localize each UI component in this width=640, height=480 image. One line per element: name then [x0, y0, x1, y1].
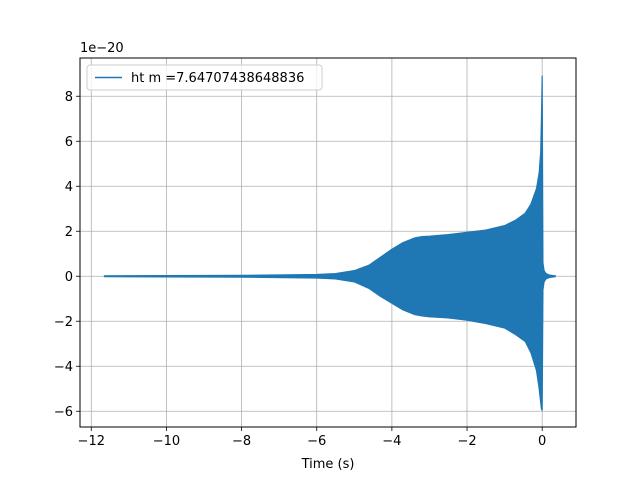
y-axis-ticks: −6 −4 −2 0 2 4 6 8	[54, 90, 80, 420]
y-tick-label: −4	[54, 360, 73, 375]
y-tick-label: 6	[65, 135, 73, 150]
legend-box	[86, 64, 323, 91]
y-tick-label: 4	[65, 180, 73, 195]
y-tick-label: 0	[65, 270, 73, 285]
x-axis-ticks: −12 −10 −8 −6 −4 −2 0	[78, 427, 546, 449]
legend-label: ht m =7.64707438648836	[131, 71, 304, 86]
x-tick-label: −12	[78, 434, 105, 449]
y-tick-label: 2	[65, 225, 73, 240]
x-tick-label: −8	[232, 434, 251, 449]
x-tick-label: −10	[153, 434, 180, 449]
legend: ht m =7.64707438648836	[86, 64, 323, 91]
axes-frame	[79, 57, 577, 428]
series-layer	[103, 75, 556, 411]
x-tick-label: −4	[382, 434, 401, 449]
y-offset-label: 1e−20	[80, 41, 124, 56]
y-tick-label: −6	[54, 405, 73, 420]
x-tick-label: −2	[457, 434, 476, 449]
x-tick-label: 0	[538, 434, 546, 449]
y-tick-label: 8	[65, 90, 73, 105]
x-axis-label: Time (s)	[301, 457, 355, 472]
x-tick-label: −6	[307, 434, 326, 449]
y-tick-label: −2	[54, 315, 73, 330]
